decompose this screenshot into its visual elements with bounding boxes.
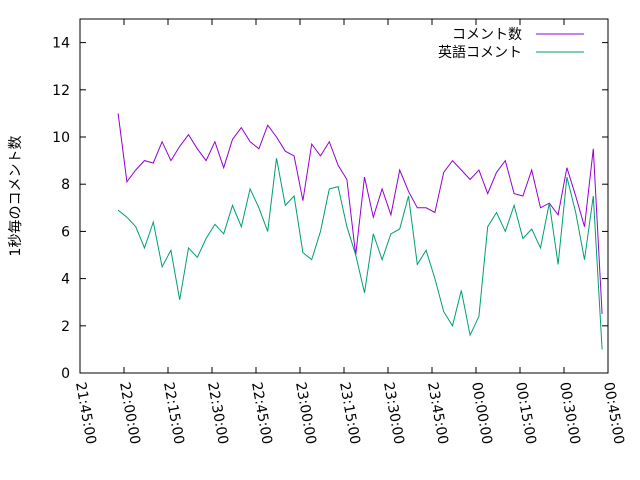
legend-label: コメント数: [452, 27, 522, 43]
x-tick-label: 00:30:00: [556, 381, 583, 446]
x-tick-label: 21:45:00: [72, 381, 99, 446]
x-tick-label: 00:00:00: [468, 381, 495, 446]
y-axis-label: 1秒毎のコメント数: [8, 136, 24, 257]
y-tick-label: 2: [61, 319, 70, 335]
x-tick-label: 22:45:00: [248, 381, 275, 446]
x-tick-label: 23:30:00: [380, 381, 407, 446]
y-tick-label: 8: [61, 177, 70, 193]
series-line: [117, 113, 603, 315]
x-tick-label: 23:45:00: [424, 381, 451, 446]
x-tick-label: 00:45:00: [600, 381, 627, 446]
y-tick-label: 0: [61, 366, 70, 382]
series-line: [117, 158, 603, 350]
y-tick-label: 12: [52, 83, 70, 99]
x-tick-label: 22:15:00: [160, 381, 187, 446]
y-tick-label: 10: [52, 130, 70, 146]
y-tick-label: 14: [52, 36, 70, 52]
y-tick-label: 6: [61, 224, 70, 240]
x-tick-label: 00:15:00: [512, 381, 539, 446]
plot-border: [79, 18, 609, 374]
legend-label: 英語コメント: [438, 44, 522, 61]
x-tick-label: 23:15:00: [336, 381, 363, 446]
y-tick-label: 4: [61, 272, 70, 288]
x-tick-label: 23:00:00: [292, 381, 319, 446]
x-tick-label: 22:30:00: [204, 381, 231, 446]
x-tick-label: 22:00:00: [116, 381, 143, 446]
